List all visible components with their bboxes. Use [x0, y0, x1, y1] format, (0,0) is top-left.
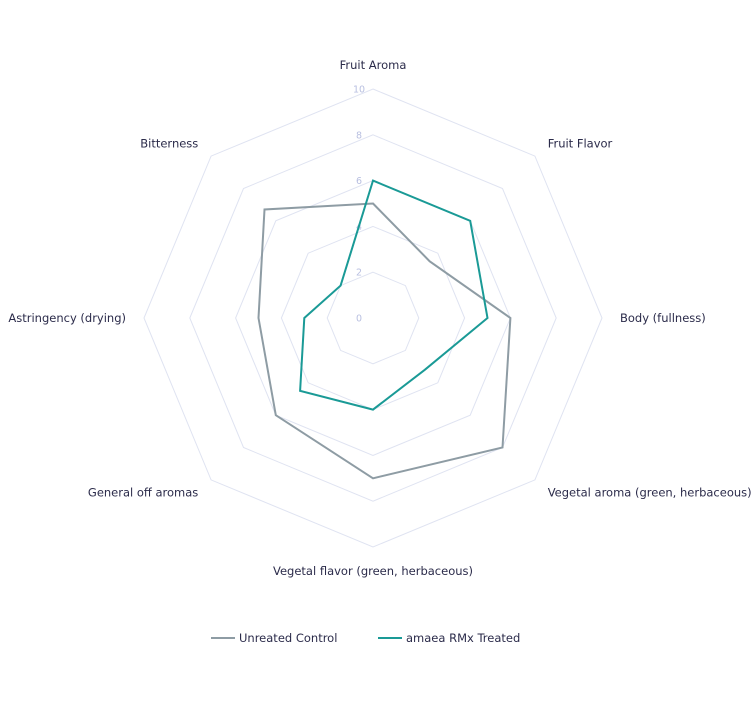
radar-grid [143, 88, 603, 548]
axis-label: Body (fullness) [620, 311, 706, 325]
grid-ring-2 [326, 271, 420, 365]
tick-label: 2 [356, 268, 362, 279]
grid-ring-8 [189, 134, 557, 502]
series-line-0 [257, 202, 512, 480]
axis-label: Vegetal flavor (green, herbaceous) [273, 564, 473, 578]
grid-ring-4 [280, 225, 466, 411]
axis-label: Fruit Flavor [548, 136, 613, 150]
tick-label: 10 [353, 85, 365, 96]
legend-label: Unreated Control [239, 631, 337, 645]
axis-labels: Fruit Aroma Fruit Flavor Body (fullness) Ve… [8, 58, 751, 578]
tick-label: 8 [356, 130, 362, 141]
axis-label: Astringency (drying) [8, 311, 126, 325]
legend[interactable]: Unreated Control amaea RMx Treated [211, 631, 520, 645]
tick-label: 0 [356, 314, 362, 325]
grid-ring-6 [235, 180, 511, 456]
legend-item[interactable]: amaea RMx Treated [378, 631, 520, 645]
axis-label: Bitterness [140, 136, 198, 150]
series-line-1 [299, 179, 489, 411]
tick-label: 6 [356, 176, 362, 187]
legend-item[interactable]: Unreated Control [211, 631, 337, 645]
axis-label: Vegetal aroma (green, herbaceous) [548, 486, 752, 500]
axis-label: General off aromas [88, 486, 198, 500]
grid-ring-10 [143, 88, 603, 548]
axis-label: Fruit Aroma [340, 58, 407, 72]
data-series [257, 179, 512, 480]
legend-label: amaea RMx Treated [406, 631, 520, 645]
